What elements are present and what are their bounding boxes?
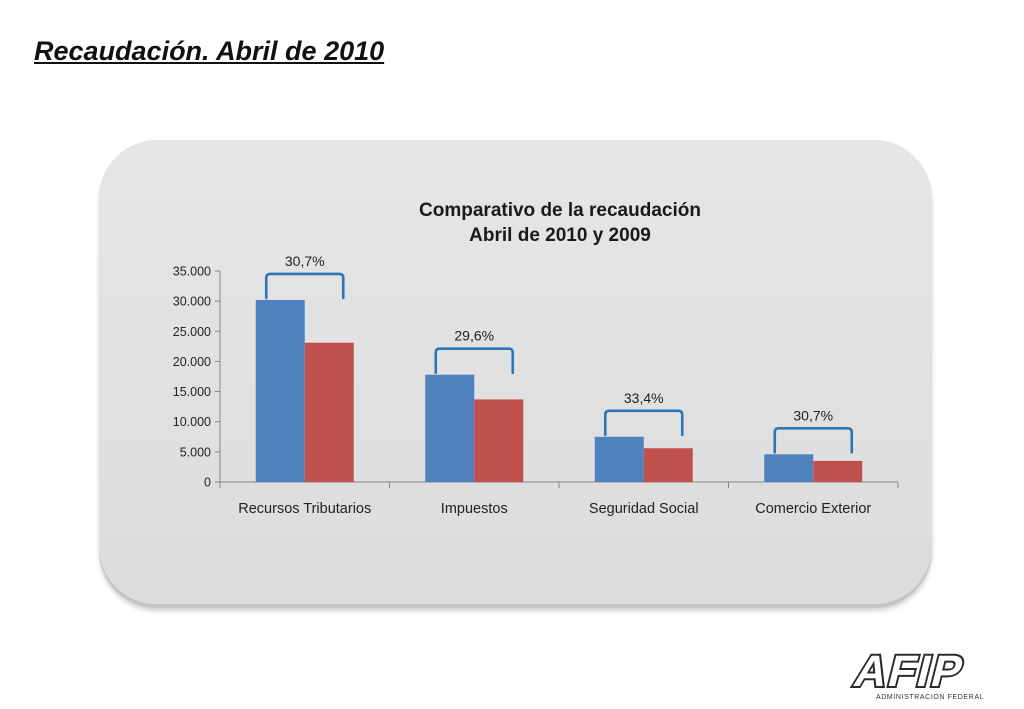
- y-tick-label: 20.000: [173, 355, 211, 369]
- data-label: 30,7%: [285, 253, 325, 269]
- afip-logo: AFIP AFIP ADMINISTRACION FEDERAL: [848, 646, 984, 701]
- chart-title: Comparativo de la recaudación: [419, 200, 701, 221]
- y-tick-label: 35.000: [173, 265, 211, 279]
- x-tick-label: Recursos Tributarios: [238, 501, 371, 517]
- data-label: 30,7%: [793, 407, 833, 423]
- bar: [594, 436, 644, 482]
- data-label: 33,4%: [624, 390, 664, 406]
- y-tick-label: 0: [204, 476, 211, 490]
- chart-bars: [255, 299, 863, 482]
- bracket: [773, 426, 854, 454]
- afip-logo-wordmark: AFIP: [850, 648, 970, 696]
- bar: [813, 460, 863, 482]
- x-tick-label: Comercio Exterior: [755, 501, 871, 517]
- bar: [425, 374, 475, 482]
- y-tick-label: 5.000: [180, 445, 211, 459]
- chart-panel: Comparativo de la recaudación Abril de 2…: [99, 140, 932, 604]
- bar: [643, 448, 693, 482]
- bar: [764, 454, 814, 482]
- x-tick-label: Seguridad Social: [589, 501, 699, 517]
- bar-chart: Comparativo de la recaudación Abril de 2…: [173, 200, 899, 517]
- afip-logo-subtitle: ADMINISTRACION FEDERAL: [876, 694, 984, 701]
- bracket: [434, 347, 515, 374]
- bar: [474, 399, 524, 482]
- chart-subtitle: Abril de 2010 y 2009: [469, 225, 651, 246]
- chart-axes: 0 5.000 10.000 15.000 20.000 25.000 30.000 35.0…: [173, 265, 899, 517]
- y-tick-label: 10.000: [173, 415, 211, 429]
- data-label: 29,6%: [454, 328, 494, 344]
- bracket: [603, 409, 684, 437]
- y-tick-label: 25.000: [173, 325, 211, 339]
- bracket: [264, 272, 345, 300]
- y-tick-label: 30.000: [173, 295, 211, 309]
- afip-logo-wordmark-fill: AFIP: [850, 648, 970, 696]
- bar: [255, 299, 305, 482]
- bar: [304, 342, 354, 482]
- x-tick-label: Impuestos: [441, 501, 508, 517]
- slide-title: Recaudación. Abril de 2010: [34, 36, 385, 66]
- y-tick-label: 15.000: [173, 385, 211, 399]
- chart-annotations: 30,7% 29,6% 33,4% 30,7%: [264, 253, 854, 454]
